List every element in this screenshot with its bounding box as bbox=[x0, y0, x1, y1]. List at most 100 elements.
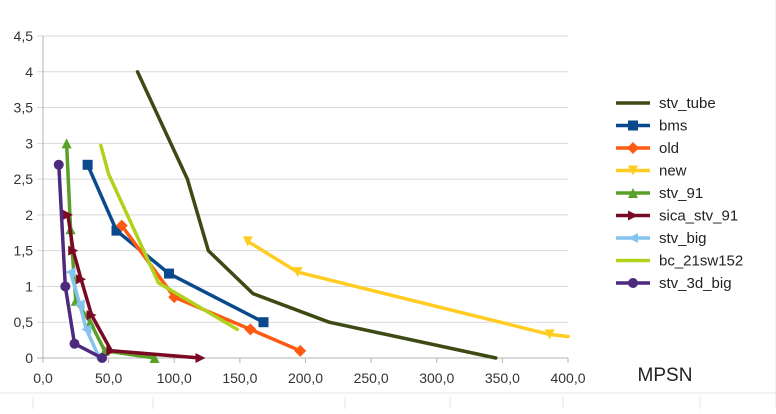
legend-label: stv_big bbox=[659, 230, 707, 247]
data-point-stv_3d_big bbox=[69, 338, 80, 349]
legend-marker bbox=[628, 210, 638, 221]
data-point-stv_91 bbox=[61, 138, 72, 149]
data-point-stv_91 bbox=[149, 353, 160, 363]
y-tick-label: 0 bbox=[25, 350, 33, 366]
x-tick-label: 50,0 bbox=[95, 370, 122, 386]
series-sica_stv_91 bbox=[62, 209, 206, 363]
data-point-stv_tube bbox=[182, 174, 193, 185]
x-tick-label: 250,0 bbox=[354, 370, 389, 386]
legend-label: stv_tube bbox=[659, 95, 716, 112]
x-tick-label: 300,0 bbox=[419, 370, 454, 386]
legend-marker bbox=[628, 120, 638, 131]
data-point-stv_91 bbox=[85, 317, 96, 328]
series-line-old bbox=[120, 223, 303, 353]
y-tick-label: 4 bbox=[25, 64, 33, 80]
legend-label: bc_21sw152 bbox=[659, 253, 743, 270]
legend-marker bbox=[628, 98, 638, 108]
data-point-sica_stv_91 bbox=[106, 345, 117, 356]
data-point-bms bbox=[111, 225, 122, 236]
series-line-sica_stv_91 bbox=[66, 213, 203, 360]
data-point-stv_tube bbox=[203, 245, 214, 256]
data-point-bc_21sw152 bbox=[95, 140, 106, 151]
legend-item-stv_91: stv_91 bbox=[616, 185, 703, 202]
legend-label: old bbox=[659, 140, 679, 157]
data-point-old bbox=[244, 323, 257, 336]
y-tick-label: 1,5 bbox=[14, 243, 34, 259]
x-tick-label: 200,0 bbox=[288, 370, 323, 386]
legend-item-old: old bbox=[616, 140, 679, 157]
legend-item-stv_big: stv_big bbox=[616, 230, 707, 247]
x-tick-label: 400,0 bbox=[550, 370, 585, 386]
data-point-stv_big bbox=[74, 299, 85, 310]
series-new bbox=[242, 236, 570, 340]
legend-marker bbox=[628, 165, 638, 176]
data-point-bms bbox=[82, 159, 93, 170]
data-point-bms bbox=[164, 268, 174, 279]
series-line-bc_21sw152 bbox=[99, 143, 240, 332]
y-tick-label: 3 bbox=[25, 135, 33, 151]
data-point-new bbox=[242, 236, 253, 247]
legend-marker bbox=[627, 142, 639, 154]
legend-label: stv_91 bbox=[659, 185, 703, 202]
x-tick-label: 0,0 bbox=[33, 370, 53, 386]
legend-label: sica_stv_91 bbox=[659, 208, 738, 225]
data-point-sica_stv_91 bbox=[76, 274, 87, 285]
data-point-bc_21sw152 bbox=[232, 324, 243, 335]
series-bc_21sw152 bbox=[95, 140, 243, 335]
data-point-bc_21sw152 bbox=[153, 277, 164, 288]
series-line-stv_tube bbox=[135, 70, 498, 360]
data-point-old bbox=[294, 344, 307, 357]
legend-marker bbox=[628, 278, 638, 288]
data-point-new bbox=[292, 267, 303, 278]
y-tick-label: 2,5 bbox=[14, 171, 34, 187]
data-point-bms bbox=[258, 317, 269, 328]
data-point-new bbox=[544, 329, 555, 340]
data-point-stv_3d_big bbox=[97, 353, 108, 363]
series-line-stv_3d_big bbox=[57, 163, 104, 360]
y-tick-label: 1 bbox=[25, 278, 33, 294]
x-tick-label: 150,0 bbox=[222, 370, 257, 386]
y-gridlines: 0 0,5 1 1,5 2 2,5 3 3,5 4 4,5 bbox=[14, 28, 568, 366]
x-tick-label: 100,0 bbox=[157, 370, 192, 386]
x-tick-label: 350,0 bbox=[485, 370, 520, 386]
series-stv_tube bbox=[132, 66, 501, 363]
series-stv_3d_big bbox=[53, 159, 108, 363]
legend-item-new: new bbox=[616, 163, 687, 180]
data-point-sica_stv_91 bbox=[68, 245, 79, 256]
legend-item-bms: bms bbox=[616, 118, 687, 135]
data-point-stv_3d_big bbox=[53, 159, 64, 170]
y-tick-label: 2 bbox=[25, 207, 33, 223]
data-point-sica_stv_91 bbox=[62, 209, 73, 220]
y-tick-label: 3,5 bbox=[14, 100, 34, 116]
data-point-bc_21sw152 bbox=[103, 169, 114, 180]
y-tick-label: 4,5 bbox=[14, 28, 34, 44]
series-bms bbox=[82, 159, 269, 328]
x-axis: 0,0 50,0 100,0 150,0 200,0 250,0 300,0 350,0 400… bbox=[33, 358, 586, 386]
series-line-new bbox=[246, 239, 570, 339]
legend-item-stv_tube: stv_tube bbox=[616, 95, 716, 112]
legend-label: stv_3d_big bbox=[659, 275, 732, 292]
legend-item-stv_3d_big: stv_3d_big bbox=[616, 275, 732, 292]
legend-marker bbox=[628, 255, 638, 266]
legend-marker bbox=[628, 233, 638, 243]
legend-item-sica_stv_91: sica_stv_91 bbox=[616, 208, 738, 225]
data-point-stv_tube bbox=[324, 317, 335, 328]
legend-item-bc_21sw152: bc_21sw152 bbox=[616, 253, 743, 270]
data-point-stv_tube bbox=[132, 66, 143, 77]
legend-marker bbox=[628, 188, 638, 198]
data-point-stv_tube bbox=[490, 353, 501, 363]
data-point-old bbox=[115, 219, 128, 232]
legend-label: new bbox=[659, 163, 687, 180]
series-old bbox=[115, 219, 307, 357]
data-point-stv_big bbox=[81, 324, 92, 335]
data-point-stv_big bbox=[65, 267, 76, 278]
x-axis-title: MPSN bbox=[638, 365, 693, 386]
legend-label: bms bbox=[659, 118, 687, 135]
data-point-sica_stv_91 bbox=[195, 353, 206, 363]
data-point-stv_tube bbox=[248, 288, 258, 299]
series-line-stv_big bbox=[68, 270, 102, 360]
